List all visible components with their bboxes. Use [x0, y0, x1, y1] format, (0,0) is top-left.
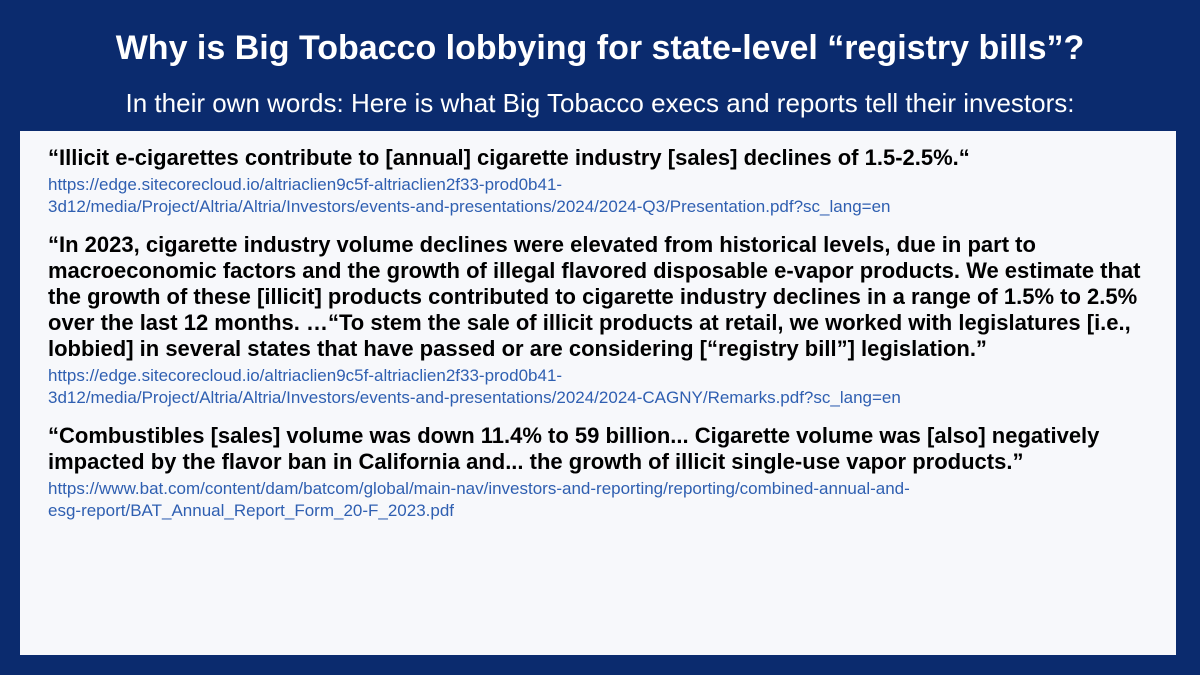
- slide-title: Why is Big Tobacco lobbying for state-le…: [115, 29, 1085, 67]
- source-link-line[interactable]: https://edge.sitecorecloud.io/altriaclie…: [48, 175, 563, 194]
- quote-block: “Illicit e-cigarettes contribute to [ann…: [48, 145, 1156, 218]
- quote-block: “Combustibles [sales] volume was down 11…: [48, 423, 1156, 522]
- quote-text: “Combustibles [sales] volume was down 11…: [48, 423, 1100, 474]
- source-link[interactable]: https://edge.sitecorecloud.io/altriaclie…: [48, 174, 1156, 218]
- quotes-panel: “Illicit e-cigarettes contribute to [ann…: [20, 131, 1176, 655]
- source-link-line[interactable]: https://www.bat.com/content/dam/batcom/g…: [48, 479, 910, 498]
- source-link-line[interactable]: https://edge.sitecorecloud.io/altriaclie…: [48, 366, 563, 385]
- source-link-line[interactable]: esg-report/BAT_Annual_Report_Form_20-F_2…: [48, 501, 455, 520]
- slide-subtitle: In their own words: Here is what Big Tob…: [125, 88, 1075, 118]
- quote-block: “In 2023, cigarette industry volume decl…: [48, 232, 1156, 409]
- source-link[interactable]: https://www.bat.com/content/dam/batcom/g…: [48, 478, 1156, 522]
- source-link-line[interactable]: 3d12/media/Project/Altria/Altria/Investo…: [48, 388, 901, 407]
- quote-text: “Illicit e-cigarettes contribute to [ann…: [48, 145, 970, 170]
- quote-text: “In 2023, cigarette industry volume decl…: [48, 232, 1141, 361]
- source-link-line[interactable]: 3d12/media/Project/Altria/Altria/Investo…: [48, 197, 891, 216]
- source-link[interactable]: https://edge.sitecorecloud.io/altriaclie…: [48, 365, 1156, 409]
